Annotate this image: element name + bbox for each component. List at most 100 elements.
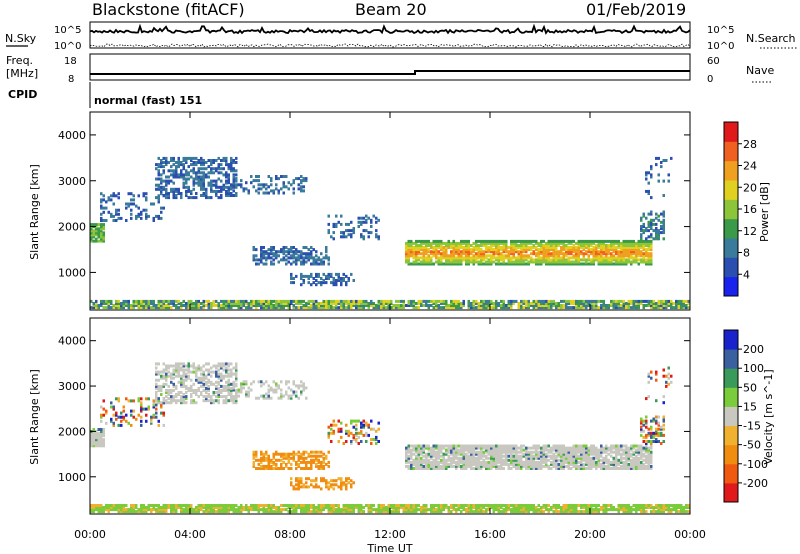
heatmap-cell (620, 241, 623, 245)
heatmap-cell (535, 252, 538, 256)
heatmap-cell (370, 304, 373, 307)
heatmap-cell (405, 252, 408, 256)
velocity-heatmap-cells (90, 362, 690, 514)
heatmap-cell (642, 467, 645, 470)
heatmap-cell (590, 260, 593, 264)
heatmap-cell (165, 299, 168, 303)
heatmap-cell (530, 260, 533, 264)
heatmap-cell (550, 262, 553, 266)
heatmap-cell (227, 299, 230, 303)
heatmap-cell (500, 458, 503, 462)
heatmap-cell (510, 244, 513, 247)
heatmap-cell (540, 260, 543, 264)
heatmap-cell (660, 433, 663, 437)
heatmap-cell (287, 467, 290, 470)
heatmap-cell (202, 171, 205, 175)
heatmap-cell (610, 241, 613, 245)
heatmap-cell (210, 187, 213, 191)
heatmap-cell (117, 299, 120, 303)
heatmap-cell (505, 452, 508, 456)
heatmap-cell (347, 304, 350, 307)
heatmap-cell (672, 306, 675, 310)
heatmap-cell (650, 246, 653, 249)
heatmap-cell (415, 258, 418, 262)
heatmap-cell (300, 262, 303, 266)
heatmap-cell (645, 444, 648, 448)
heatmap-cell (165, 395, 168, 399)
heatmap-cell (632, 239, 635, 243)
heatmap-cell (205, 374, 208, 378)
heatmap-cell (440, 444, 443, 448)
heatmap-cell (417, 246, 420, 249)
heatmap-cell (190, 175, 193, 179)
heatmap-cell (627, 452, 630, 456)
heatmap-cell (417, 462, 420, 466)
heatmap-cell (582, 239, 585, 243)
heatmap-cell (617, 462, 620, 466)
heatmap-cell (632, 246, 635, 249)
heatmap-cell (200, 179, 203, 183)
heatmap-cell (130, 306, 133, 310)
heatmap-cell (132, 304, 135, 307)
nsky-series-line (89, 23, 691, 35)
heatmap-cell (535, 248, 538, 252)
heatmap-cell (622, 241, 625, 245)
heatmap-cell (597, 244, 600, 247)
heatmap-cell (102, 198, 105, 202)
heatmap-cell (645, 419, 648, 423)
heatmap-cell (545, 241, 548, 245)
heatmap-cell (260, 299, 263, 303)
heatmap-cell (640, 425, 643, 429)
heatmap-cell (122, 302, 125, 305)
heatmap-cell (517, 456, 520, 460)
heatmap-cell (455, 452, 458, 456)
heatmap-cell (275, 299, 278, 303)
heatmap-cell (590, 464, 593, 468)
heatmap-cell (90, 223, 93, 227)
heatmap-cell (302, 306, 305, 310)
heatmap-cell (195, 401, 198, 405)
heatmap-cell (497, 458, 500, 462)
heatmap-cell (425, 246, 428, 249)
heatmap-cell (580, 460, 583, 464)
heatmap-cell (97, 428, 100, 431)
heatmap-cell (340, 429, 343, 433)
heatmap-cell (102, 206, 105, 210)
heatmap-cell (187, 504, 190, 507)
heatmap-cell (297, 450, 300, 454)
heatmap-cell (207, 196, 210, 200)
heatmap-cell (200, 183, 203, 187)
heatmap-cell (647, 222, 650, 226)
heatmap-cell (522, 262, 525, 266)
heatmap-cell (172, 506, 175, 509)
heatmap-cell (595, 450, 598, 454)
heatmap-cell (435, 241, 438, 245)
heatmap-cell (195, 196, 198, 200)
heatmap-cell (217, 368, 220, 372)
heatmap-cell (307, 254, 310, 258)
heatmap-cell (195, 156, 198, 160)
heatmap-cell (440, 254, 443, 258)
heatmap-cell (142, 208, 145, 212)
heatmap-cell (437, 258, 440, 262)
heatmap-cell (312, 299, 315, 303)
heatmap-cell (600, 306, 603, 310)
heatmap-cell (415, 460, 418, 464)
heatmap-cell (152, 202, 155, 206)
heatmap-cell (455, 444, 458, 448)
heatmap-cell (567, 306, 570, 310)
heatmap-cell (575, 250, 578, 254)
heatmap-cell (220, 395, 223, 399)
heatmap-cell (592, 452, 595, 456)
heatmap-cell (297, 487, 300, 491)
heatmap-cell (605, 464, 608, 468)
heatmap-cell (525, 306, 528, 310)
heatmap-cell (445, 248, 448, 252)
heatmap-cell (90, 508, 93, 512)
heatmap-cell (562, 304, 565, 307)
heatmap-cell (492, 458, 495, 462)
heatmap-cell (350, 302, 353, 305)
heatmap-cell (650, 444, 653, 448)
heatmap-cell (147, 302, 150, 305)
heatmap-cell (422, 467, 425, 470)
